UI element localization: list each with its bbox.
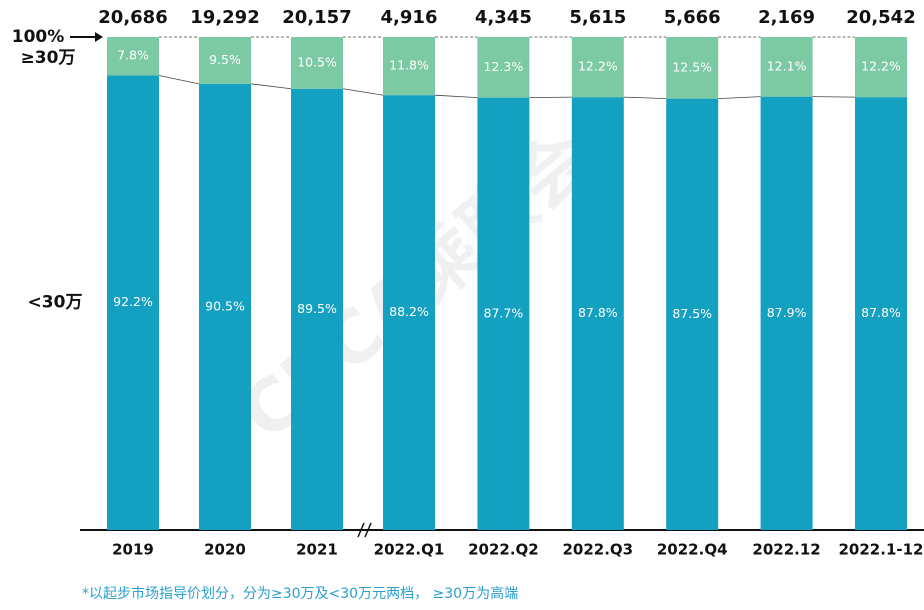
total-label: 4,916 — [381, 7, 438, 28]
value-label: 9.5% — [209, 52, 241, 67]
x-tick-label: 2021 — [296, 541, 338, 559]
total-label: 5,615 — [569, 7, 626, 28]
x-tick-label: 2020 — [204, 541, 246, 559]
arrow-head — [95, 32, 103, 42]
bar-segment — [571, 97, 624, 531]
bar-segment — [855, 97, 907, 531]
legend-label: ≥30万 — [21, 48, 76, 68]
value-label: 87.5% — [672, 306, 712, 321]
total-label: 2,169 — [758, 7, 815, 28]
connector — [718, 96, 761, 100]
total-label: 19,292 — [190, 7, 259, 28]
value-label: 92.2% — [113, 294, 153, 309]
bar-segment — [107, 37, 159, 76]
value-label: 89.5% — [297, 301, 337, 316]
axis-break — [357, 522, 365, 538]
x-tick-label: 2022.Q3 — [562, 541, 633, 559]
value-label: 11.8% — [389, 58, 429, 73]
bar-segment — [477, 37, 530, 98]
bar-segment — [760, 96, 813, 530]
connector — [250, 83, 292, 90]
value-label: 12.2% — [578, 59, 618, 74]
value-label: 90.5% — [205, 298, 245, 313]
x-tick-label: 2019 — [112, 541, 154, 559]
connector — [158, 75, 200, 85]
value-label: 12.2% — [861, 59, 901, 74]
bar-segment — [477, 97, 530, 530]
total-label: 20,542 — [846, 7, 915, 28]
x-tick-label: 2022.12 — [752, 541, 820, 559]
bar-segment — [291, 88, 343, 530]
bar-segment — [666, 37, 719, 99]
bar-segment — [199, 83, 251, 531]
bar-segment — [666, 98, 719, 530]
total-label: 20,686 — [98, 7, 167, 28]
x-tick-label: 2022.Q4 — [657, 541, 728, 559]
value-label: 87.8% — [861, 305, 901, 320]
total-label: 20,157 — [282, 7, 351, 28]
connector — [342, 88, 384, 96]
top-label: 100% — [12, 27, 65, 47]
value-label: 87.7% — [484, 305, 524, 320]
bar-segment — [855, 37, 907, 98]
value-label: 7.8% — [117, 48, 149, 63]
total-label: 5,666 — [664, 7, 721, 28]
value-label: 12.5% — [672, 59, 712, 74]
bar-segment — [383, 37, 435, 96]
bar-segment — [291, 37, 343, 89]
bar-segment — [760, 37, 813, 97]
legend-label: <30万 — [28, 293, 83, 313]
connector — [434, 94, 478, 99]
axis-break — [364, 522, 372, 538]
value-label: 12.1% — [767, 58, 807, 73]
x-tick-label: 2022.Q2 — [468, 541, 539, 559]
bar-segment — [199, 37, 251, 84]
bar-segment — [383, 95, 435, 530]
bar-segment — [107, 75, 159, 530]
value-label: 88.2% — [389, 304, 429, 319]
footnote: *以起步市场指导价划分，分为≥30万及<30万元两档， ≥30万为高端 — [82, 585, 518, 602]
connector — [623, 96, 667, 100]
total-label: 4,345 — [475, 7, 532, 28]
bar-segment — [571, 37, 624, 98]
x-tick-label: 2022.1-12 — [839, 541, 924, 559]
x-tick-label: 2022.Q1 — [374, 541, 445, 559]
value-label: 10.5% — [297, 54, 337, 69]
value-label: 87.8% — [578, 305, 618, 320]
value-label: 12.3% — [484, 59, 524, 74]
value-label: 87.9% — [767, 305, 807, 320]
